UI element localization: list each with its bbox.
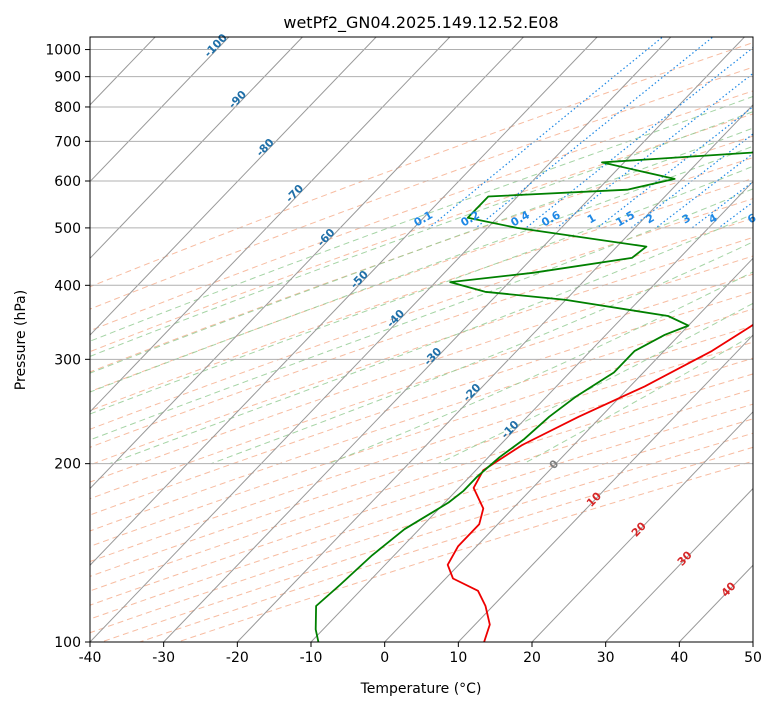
x-tick-label: 20 [523, 650, 541, 666]
plot-frame [89, 36, 754, 643]
dry-adiabat [90, 325, 753, 547]
isotherm [605, 487, 753, 642]
y-tick-label: 900 [54, 70, 81, 86]
y-axis-label: Pressure (hPa) [13, 290, 29, 390]
x-axis-label: Temperature (°C) [360, 681, 482, 697]
temperature-profile [446, 323, 753, 642]
dry-adiabat [90, 373, 753, 592]
dry-adiabat [90, 66, 753, 310]
dry-adiabat [90, 198, 753, 430]
x-tick-label: 30 [597, 650, 615, 666]
moist-adiabat [210, 241, 753, 465]
dry-adiabat [90, 90, 753, 332]
moist-adiabat [90, 188, 753, 441]
isotherm [531, 411, 753, 642]
x-tick-label: 10 [449, 650, 467, 666]
x-axis-ticks: -40 -30 -20 -10 0 10 20 30 40 50 [79, 642, 762, 666]
isotherm [90, 37, 672, 642]
isotherm [90, 37, 230, 183]
moist-adiabat [90, 95, 753, 342]
x-tick-label: 50 [744, 650, 762, 666]
dry-adiabat [90, 291, 753, 516]
x-tick-label: -20 [226, 650, 249, 666]
x-tick-label: -10 [300, 650, 323, 666]
isotherm [310, 180, 753, 642]
isotherm [236, 104, 753, 642]
x-tick-label: -40 [79, 650, 102, 666]
pressure-grid [90, 49, 753, 642]
moist-adiabat [90, 111, 753, 357]
moist-adiabat [328, 271, 753, 465]
dewpoint-profile [314, 151, 753, 642]
moist-adiabat [90, 165, 753, 415]
y-axis-ticks: 100 200 300 400 500 600 700 800 900 1000 [45, 43, 90, 651]
isotherm [163, 37, 745, 642]
y-tick-label: 400 [54, 278, 81, 294]
isotherm [384, 257, 753, 642]
isotherm [90, 37, 303, 260]
y-tick-label: 800 [54, 100, 81, 116]
dry-adiabat [90, 177, 753, 412]
isotherm [90, 37, 451, 413]
y-tick-label: 1000 [45, 43, 81, 59]
y-tick-label: 700 [54, 134, 81, 150]
dry-adiabat [90, 42, 753, 288]
dry-adiabat [90, 236, 753, 466]
x-tick-label: 40 [670, 650, 688, 666]
y-tick-label: 600 [54, 174, 81, 190]
y-tick-label: 300 [54, 352, 81, 368]
y-tick-label: 200 [54, 457, 81, 473]
isotherm [90, 37, 524, 490]
isotherm [457, 334, 753, 642]
isotherm [90, 37, 377, 336]
x-tick-label: 0 [380, 650, 389, 666]
y-tick-label: 100 [54, 635, 81, 651]
profile-series [314, 151, 753, 642]
x-tick-label: -30 [152, 650, 175, 666]
y-tick-label: 500 [54, 221, 81, 237]
chart-title: wetPf2_GN04.2025.149.12.52.E08 [283, 13, 558, 33]
isotherm [90, 37, 598, 566]
